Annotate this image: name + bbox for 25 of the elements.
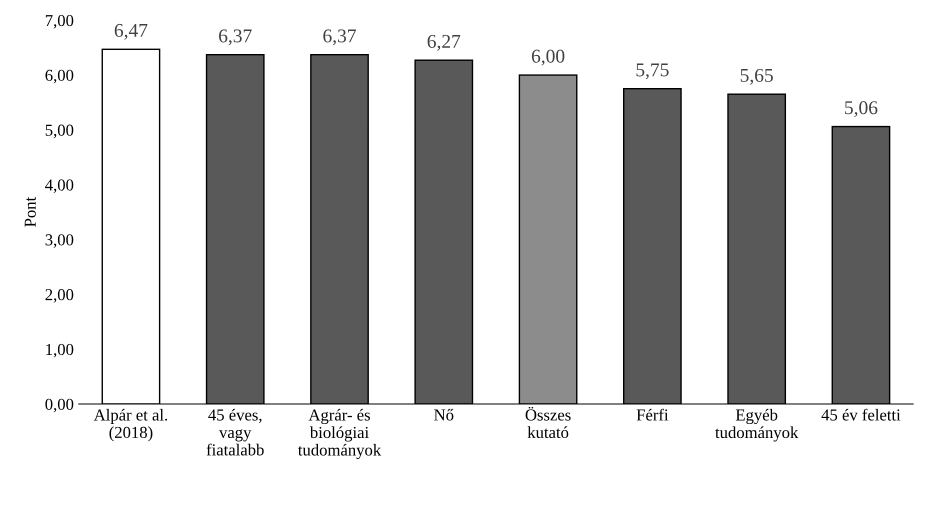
x-tick-label: Összes kutató [526, 406, 571, 438]
x-tick-label: Agrár- és biológiai tudományok [298, 408, 382, 460]
data-label: 6,37 [219, 29, 252, 46]
data-label: 5,75 [636, 64, 669, 80]
x-tick-label: 45 év feletti [821, 408, 900, 421]
data-label: 5,06 [845, 101, 878, 118]
x-tick-label: Alpár et al. (2018) [94, 408, 168, 442]
y-tick-label: 4,00 [45, 179, 74, 194]
data-label: 6,37 [323, 29, 356, 46]
y-tick-label: 3,00 [46, 234, 74, 248]
y-axis-title: Pont [24, 196, 36, 227]
y-tick-label: 7,00 [46, 14, 74, 29]
x-tick-label: Nő [434, 408, 454, 421]
y-tick-label: 2,00 [46, 289, 74, 303]
y-tick-label: 1,00 [46, 344, 74, 358]
x-tick-label: Férfi [636, 408, 668, 421]
data-label: 6,27 [428, 34, 460, 51]
data-label: 6,47 [114, 24, 148, 40]
y-tick-label: 5,00 [46, 124, 74, 138]
x-tick-label: Egyéb tudományok [715, 408, 798, 442]
y-tick-label: 0,00 [45, 398, 74, 412]
y-tick-label: 6,00 [45, 70, 74, 84]
x-tick-label: 45 éves, vagy fiatalabb [206, 408, 264, 456]
data-label: 6,00 [532, 50, 564, 66]
data-label: 5,65 [740, 68, 773, 85]
